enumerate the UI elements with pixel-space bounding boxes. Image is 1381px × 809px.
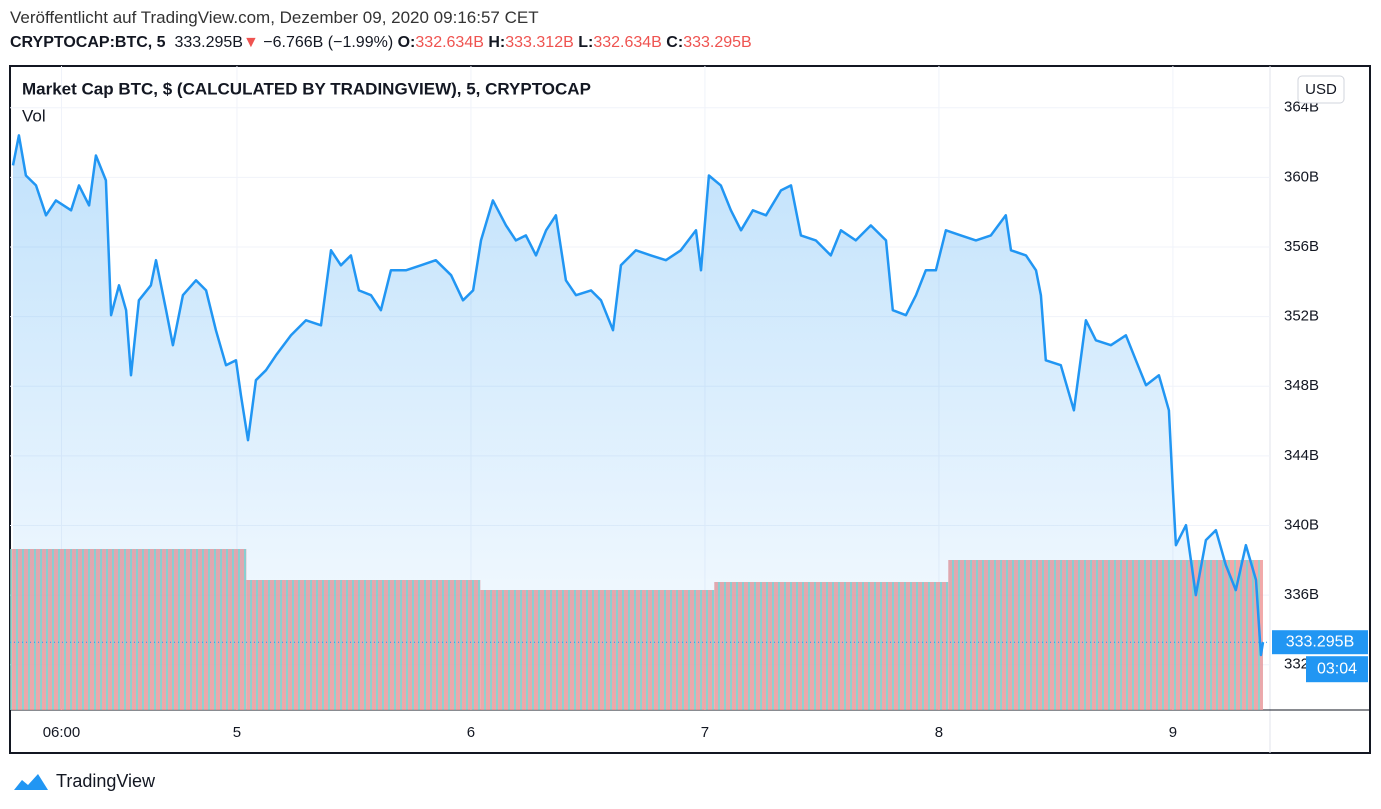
countdown-label: 03:04 <box>1317 660 1357 677</box>
y-tick-label: 340B <box>1284 516 1319 533</box>
h-label: H: <box>488 34 506 51</box>
line <box>11 134 1265 657</box>
arrow: ▼ <box>242 34 259 51</box>
y-tick-label: 348B <box>1284 377 1319 394</box>
high: 333.312B <box>505 34 574 51</box>
countdown-box <box>1306 656 1368 683</box>
volume-legend: Vol <box>22 106 46 125</box>
y-tick-label: 352B <box>1284 308 1319 325</box>
close: 333.295B <box>683 34 752 51</box>
x-tick-label: 9 <box>1169 724 1177 741</box>
last-price-label: 333.295B <box>1286 633 1355 650</box>
l-label: L: <box>578 34 594 51</box>
area <box>13 135 1263 710</box>
y-tick-label: 336B <box>1284 586 1319 603</box>
x-tick-label: 8 <box>935 724 943 741</box>
currency-label[interactable]: USD <box>1305 81 1337 98</box>
x-tick-label: 6 <box>467 724 475 741</box>
y-tick-label: 356B <box>1284 238 1319 255</box>
published-note: Veröffentlicht auf TradingView.com, Deze… <box>10 8 539 27</box>
footer: TradingView <box>12 770 155 792</box>
frame <box>9 65 1371 754</box>
low: 332.634B <box>593 34 662 51</box>
symbol: CRYPTOCAP:BTC, 5 <box>10 34 166 51</box>
c-label: C: <box>666 34 684 51</box>
last-price-box <box>1272 630 1368 655</box>
brand: TradingView <box>56 770 156 791</box>
y-tick-label: 360B <box>1284 168 1319 185</box>
open: 332.634B <box>415 34 484 51</box>
x-tick-label: 7 <box>701 724 709 741</box>
x-tick-label: 5 <box>233 724 241 741</box>
logo <box>14 774 48 790</box>
o-label: O: <box>397 34 416 51</box>
symbol-bar: CRYPTOCAP:BTC, 5 333.295B▼ −6.766B (−1.9… <box>10 34 752 52</box>
chart-title: Market Cap BTC, $ (CALCULATED BY TRADING… <box>22 79 591 98</box>
x-tick-label: 06:00 <box>43 724 81 741</box>
currency-button[interactable] <box>1297 75 1345 104</box>
price: 333.295B <box>174 34 243 51</box>
change: −6.766B (−1.99%) <box>263 34 394 51</box>
y-tick-label: 344B <box>1284 447 1319 464</box>
